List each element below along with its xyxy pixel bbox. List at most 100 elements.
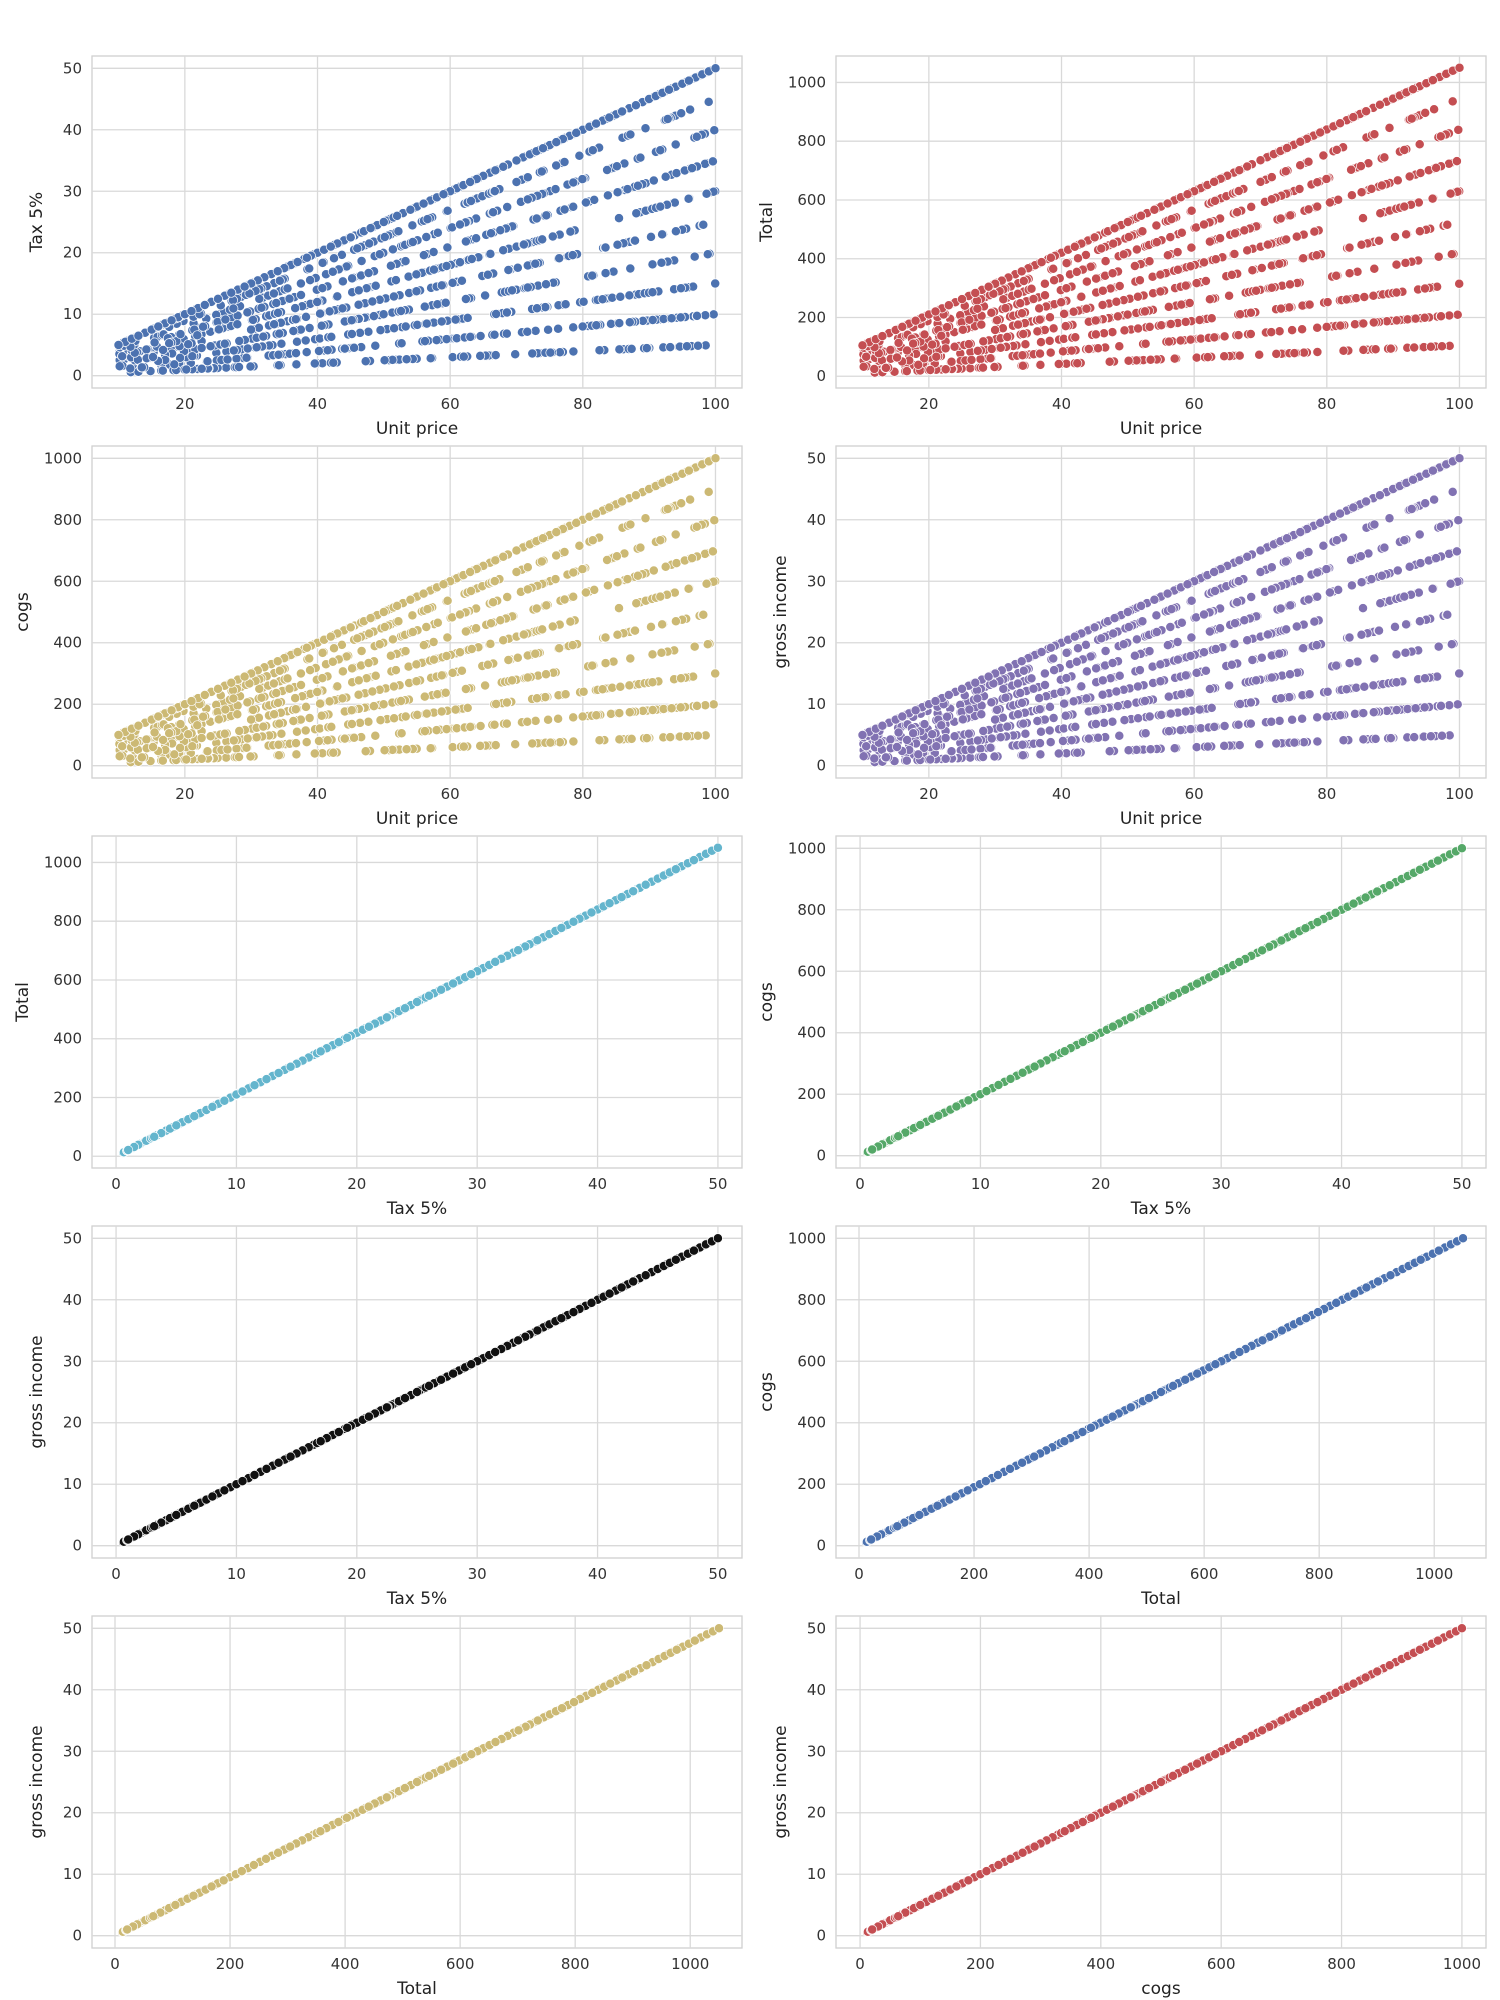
scatter-point <box>707 156 718 167</box>
scatter-point <box>1246 201 1257 212</box>
scatter-point <box>1437 341 1447 352</box>
scatter-point <box>1090 719 1101 729</box>
scatter-point <box>1070 721 1081 732</box>
scatter-point <box>455 647 465 658</box>
scatter-point <box>942 711 953 722</box>
scatter-point <box>181 754 192 765</box>
scatter-point <box>345 232 356 243</box>
scatter-point <box>551 527 562 538</box>
scatter-point <box>301 311 311 322</box>
x-tick-label: 40 <box>1052 395 1071 413</box>
scatter-point <box>1194 704 1205 715</box>
scatter-point <box>1012 288 1023 299</box>
scatter-point <box>460 684 471 694</box>
scatter-point <box>1433 641 1444 652</box>
scatter-point <box>291 749 302 760</box>
scatter-point <box>186 306 197 317</box>
scatter-point <box>710 453 721 464</box>
scatter-point <box>989 362 1000 372</box>
scatter-point <box>587 270 598 281</box>
scatter-point <box>1162 588 1173 599</box>
scatter-point <box>538 533 548 544</box>
scatter-point <box>1275 603 1286 614</box>
scatter-point <box>1358 603 1368 614</box>
scatter-point <box>326 331 337 342</box>
scatter-point <box>379 622 390 632</box>
scatter-point <box>897 711 908 722</box>
scatter-point <box>1356 239 1367 250</box>
scatter-point <box>365 223 376 234</box>
scatter-point <box>411 286 422 297</box>
scatter-point <box>1069 241 1080 252</box>
scatter-point <box>1297 324 1308 335</box>
scatter-point <box>1061 258 1072 269</box>
scatter-point <box>532 303 542 314</box>
scatter-point <box>1298 643 1309 654</box>
scatter-point <box>655 201 666 212</box>
scatter-point <box>885 345 896 355</box>
scatter-point <box>192 330 203 341</box>
scatter-point <box>1404 171 1415 182</box>
scatter-point <box>1374 235 1384 246</box>
scatter-point <box>577 174 588 185</box>
scatter-point <box>1324 197 1335 208</box>
scatter-point <box>1209 176 1220 187</box>
scatter-point <box>551 137 562 148</box>
y-tick-label: 200 <box>53 695 82 713</box>
scatter-point <box>1311 640 1322 651</box>
y-tick-label: 0 <box>72 367 82 385</box>
scatter-point <box>657 229 668 240</box>
scatter-point <box>624 680 635 691</box>
scatter-point <box>1445 188 1456 199</box>
scatter-point <box>436 316 447 327</box>
scatter-point <box>1112 701 1123 712</box>
scatter-point <box>1233 576 1244 587</box>
scatter-point <box>501 328 512 339</box>
scatter-point <box>589 194 600 205</box>
y-tick-label: 0 <box>816 757 826 775</box>
scatter-point <box>328 357 339 368</box>
scatter-point <box>489 186 500 197</box>
scatter-point <box>367 296 378 307</box>
scatter-point <box>1247 655 1258 665</box>
scatter-point <box>1312 736 1323 747</box>
scatter-point <box>1132 291 1143 302</box>
scatter-point <box>1100 256 1111 267</box>
scatter-point <box>370 280 381 291</box>
scatter-point <box>495 225 506 236</box>
scatter-point <box>541 669 551 680</box>
scatter-point <box>1356 577 1367 588</box>
scatter-point <box>1144 646 1155 657</box>
scatter-point <box>166 315 177 326</box>
scatter-point <box>389 713 400 724</box>
x-tick-label: 60 <box>441 395 460 413</box>
scatter-point <box>665 342 676 353</box>
scatter-point <box>910 315 921 326</box>
scatter-point <box>689 641 700 652</box>
scatter-point <box>1266 194 1277 205</box>
scatter-point <box>591 320 602 331</box>
scatter-point <box>1420 673 1430 684</box>
scatter-point <box>545 347 556 358</box>
scatter-point <box>356 646 367 656</box>
y-tick-label: 1000 <box>788 73 826 91</box>
scatter-point <box>578 686 589 697</box>
scatter-point <box>296 290 306 300</box>
x-axis-label: Unit price <box>376 809 458 829</box>
scatter-point <box>1040 290 1050 301</box>
scatter-point <box>602 190 613 201</box>
scatter-point <box>502 592 513 602</box>
scatter-point <box>1122 309 1133 320</box>
scatter-point <box>412 709 423 720</box>
scatter-point <box>1341 684 1352 695</box>
scatter-point <box>1122 699 1133 710</box>
scatter-point <box>228 345 239 356</box>
scatter-point <box>324 696 335 707</box>
scatter-point <box>1399 145 1410 155</box>
scatter-point <box>337 693 348 704</box>
scatter-point <box>1356 629 1367 640</box>
scatter-point <box>910 705 921 716</box>
scatter-point <box>1097 689 1108 700</box>
scatter-points <box>113 63 721 378</box>
scatter-point <box>166 705 177 716</box>
